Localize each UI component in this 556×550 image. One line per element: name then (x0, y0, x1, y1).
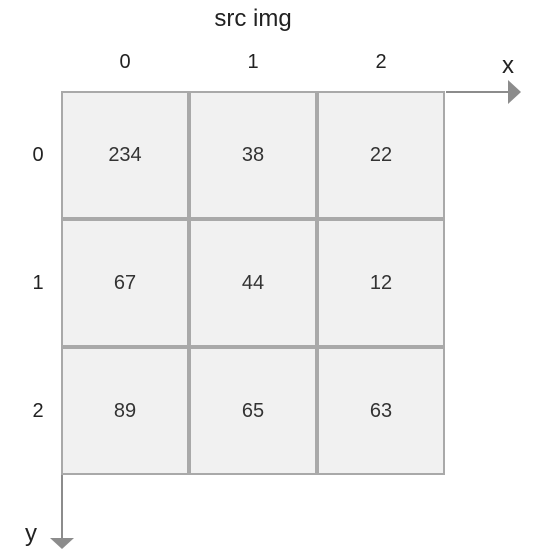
grid-cell-2-0: 89 (61, 347, 189, 475)
y-axis-label: y (25, 520, 37, 547)
column-label-2: 2 (375, 51, 387, 73)
grid-cell-2-1: 65 (189, 347, 317, 475)
grid-cell-0-0: 234 (61, 91, 189, 219)
column-label-0: 0 (119, 51, 131, 73)
grid-cell-0-2: 22 (317, 91, 445, 219)
grid-cell-1-0: 67 (61, 219, 189, 347)
row-label-1: 1 (32, 272, 44, 294)
column-label-1: 1 (247, 51, 259, 73)
row-label-2: 2 (32, 400, 44, 422)
x-axis-label: x (502, 52, 514, 79)
y-axis-arrowhead (50, 538, 74, 549)
grid-cell-1-2: 12 (317, 219, 445, 347)
grid-cell-2-2: 63 (317, 347, 445, 475)
diagram-title: src img (214, 5, 292, 32)
x-axis-arrowhead (508, 80, 521, 104)
grid-cell-0-1: 38 (189, 91, 317, 219)
row-label-0: 0 (32, 144, 44, 166)
grid-cell-1-1: 44 (189, 219, 317, 347)
